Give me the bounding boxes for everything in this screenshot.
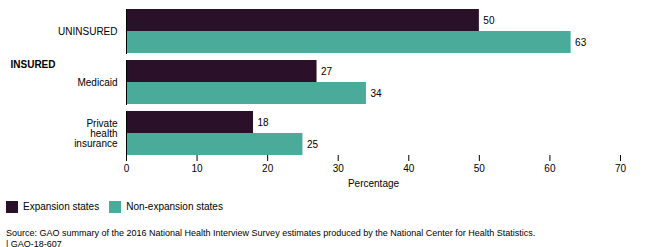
svg-text:Percentage: Percentage: [348, 178, 400, 189]
svg-text:70: 70: [615, 163, 627, 174]
svg-text:18: 18: [258, 117, 270, 128]
svg-text:60: 60: [544, 163, 556, 174]
svg-text:27: 27: [321, 66, 333, 77]
html-text:Expansion states: Expansion states: [23, 201, 100, 212]
svg-text:34: 34: [370, 88, 382, 99]
svg-text:50: 50: [474, 163, 486, 174]
svg-text:INSURED: INSURED: [11, 59, 56, 70]
svg-text:40: 40: [403, 163, 415, 174]
svg-text:20: 20: [262, 163, 274, 174]
svg-text:63: 63: [575, 37, 587, 48]
svg-text:10: 10: [192, 163, 204, 174]
svg-text:0: 0: [124, 163, 130, 174]
html-text:Non-expansion states: Non-expansion states: [126, 201, 223, 212]
svg-text:Privatehealthinsurance: Privatehealthinsurance: [74, 118, 118, 149]
svg-text:50: 50: [483, 15, 495, 26]
svg-text:Medicaid: Medicaid: [77, 77, 117, 88]
svg-text:30: 30: [333, 163, 345, 174]
svg-text:UNINSURED: UNINSURED: [58, 26, 117, 37]
svg-text:25: 25: [307, 139, 319, 150]
